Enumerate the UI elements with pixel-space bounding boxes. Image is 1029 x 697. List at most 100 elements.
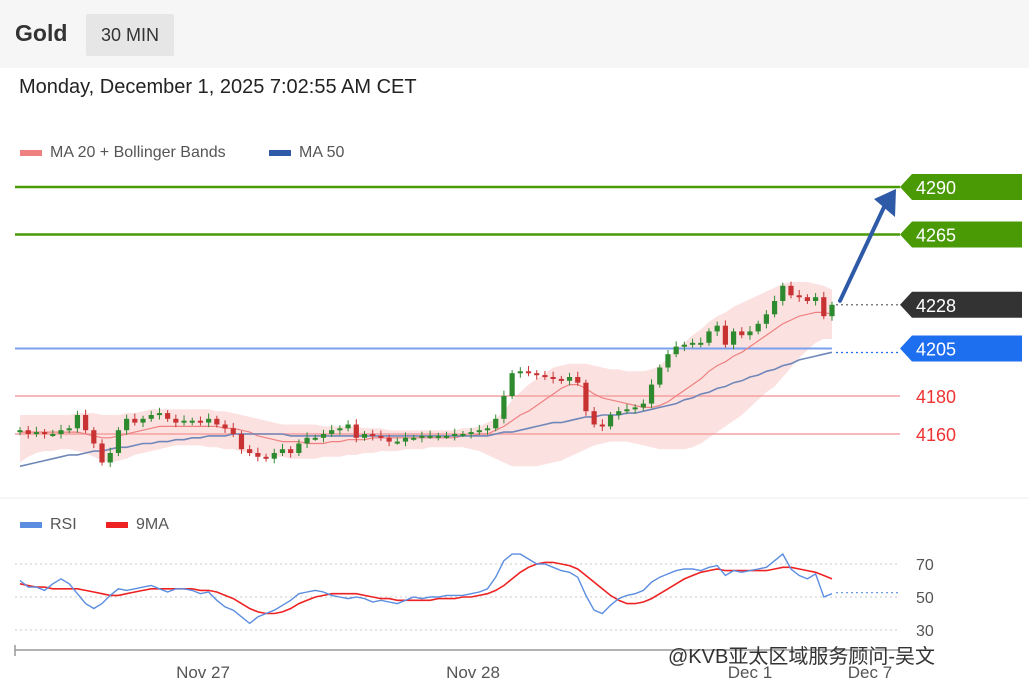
level-label-4228: 4228 xyxy=(916,296,956,316)
candle-body xyxy=(657,367,663,385)
price-tag-4228 xyxy=(900,291,1022,318)
ma20-line xyxy=(20,311,833,445)
candle-body xyxy=(484,428,491,431)
candle-body xyxy=(763,314,769,324)
candle-body xyxy=(501,396,507,419)
candle-body xyxy=(386,437,392,442)
x-tick-label: Nov 28 xyxy=(446,663,500,682)
candle-body xyxy=(780,285,786,301)
candle-body xyxy=(624,409,630,412)
candle-body xyxy=(99,443,105,463)
candle-body xyxy=(329,430,335,434)
forecast-arrowhead xyxy=(874,189,896,217)
candle-body xyxy=(509,373,515,396)
level-label-4180: 4180 xyxy=(916,387,956,407)
bollinger-band xyxy=(20,282,832,467)
candle-body xyxy=(435,435,441,438)
candle-body xyxy=(181,420,187,423)
candle-body xyxy=(796,295,802,298)
candle-body xyxy=(771,301,778,315)
candle-body xyxy=(673,346,679,355)
legend-label-9ma: 9MA xyxy=(136,516,169,533)
candle-body xyxy=(575,377,581,383)
watermark: @KVB亚太区域服务顾问-吴文 xyxy=(668,646,935,668)
candle-body xyxy=(312,437,318,440)
candle-body xyxy=(337,428,343,431)
legend-ma50[interactable]: MA 50 xyxy=(269,144,344,162)
rsi-ma-line xyxy=(19,561,833,615)
candle-body xyxy=(681,344,687,347)
candle-body xyxy=(714,325,720,332)
candle-body xyxy=(230,428,236,434)
candle-body xyxy=(755,323,761,332)
candle-body xyxy=(689,342,696,345)
candle-body xyxy=(378,435,384,438)
candle-body xyxy=(124,418,130,431)
candle-body xyxy=(419,435,425,438)
candle-body xyxy=(747,331,753,336)
candle-body xyxy=(156,413,163,416)
candle-body xyxy=(320,434,327,438)
candle-body xyxy=(583,382,589,412)
candle-body xyxy=(33,432,40,435)
candle-body xyxy=(214,418,220,425)
x-tick-label: Nov 27 xyxy=(176,663,230,682)
price-tag-4265 xyxy=(900,221,1022,248)
candle-body xyxy=(829,304,835,317)
candle-body xyxy=(238,434,245,450)
forecast-arrow xyxy=(838,203,887,303)
candle-body xyxy=(525,371,532,374)
candle-body xyxy=(197,420,204,423)
candle-body xyxy=(247,449,253,453)
candle-body xyxy=(517,371,523,374)
rsi-tick-label: 70 xyxy=(916,557,934,574)
rsi-tick-label: 30 xyxy=(916,623,934,640)
candle-body xyxy=(788,285,794,296)
candle-body xyxy=(140,418,146,423)
candle-body xyxy=(821,297,827,317)
legend-rsi[interactable]: RSI xyxy=(20,516,77,534)
candle-body xyxy=(640,403,646,408)
legend-swatch xyxy=(20,149,42,156)
candle-body xyxy=(50,434,56,436)
candle-body xyxy=(25,430,31,434)
candle-body xyxy=(665,354,671,368)
timestamp: Monday, December 1, 2025 7:02:55 AM CET xyxy=(19,76,417,98)
candle-body xyxy=(279,449,286,453)
candle-body xyxy=(17,430,23,433)
legend-swatch xyxy=(269,149,291,156)
candle-body xyxy=(550,377,556,379)
candle-body xyxy=(148,415,154,419)
candle-body xyxy=(698,342,704,345)
candle-body xyxy=(91,430,97,444)
candle-body xyxy=(66,428,72,431)
legend-label-ma50: MA 50 xyxy=(299,144,345,161)
candle-body xyxy=(804,297,810,301)
header-bar: Gold 30 MIN xyxy=(0,0,1029,68)
candle-body xyxy=(443,435,450,438)
candle-body xyxy=(296,443,302,453)
level-label-4265: 4265 xyxy=(916,226,956,246)
candle-body xyxy=(206,418,212,423)
timeframe-button[interactable]: 30 MIN xyxy=(86,14,174,56)
candle-body xyxy=(730,331,737,345)
candle-body xyxy=(304,437,310,444)
level-label-4160: 4160 xyxy=(916,425,956,445)
candle-body xyxy=(345,424,351,429)
candle-body xyxy=(115,430,122,453)
candle-body xyxy=(566,377,573,381)
candle-body xyxy=(411,437,417,440)
legend-9ma[interactable]: 9MA xyxy=(106,516,169,534)
candle-body xyxy=(452,434,458,436)
legend-bollinger[interactable]: MA 20 + Bollinger Bands xyxy=(20,144,226,162)
x-tick-label: Dec 1 xyxy=(728,663,772,682)
candle-body xyxy=(558,378,564,381)
rsi-tick-label: 50 xyxy=(916,590,934,607)
candle-body xyxy=(132,418,138,423)
symbol-title: Gold xyxy=(15,20,68,46)
candle-body xyxy=(534,373,540,376)
candle-body xyxy=(353,424,359,438)
x-tick-label: Dec 7 xyxy=(848,663,892,682)
candle-body xyxy=(263,456,269,459)
